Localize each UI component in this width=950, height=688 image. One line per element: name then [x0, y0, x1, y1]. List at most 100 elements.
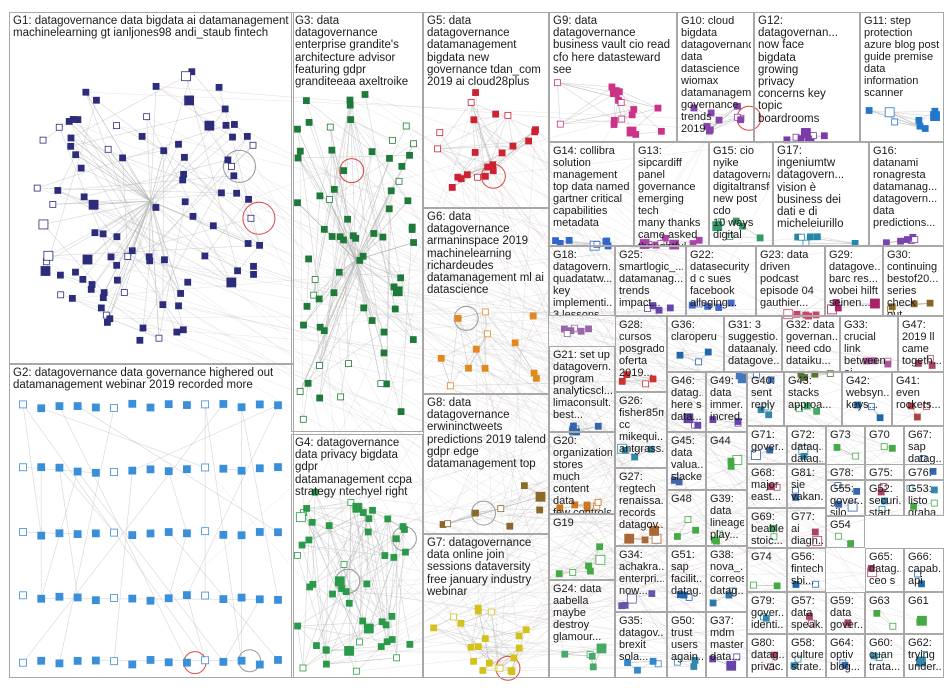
group-g64: G64: optiv blog... [826, 634, 865, 678]
group-label-g5: G5: data datagovernance datamanagement b… [427, 15, 541, 89]
graph-node[interactable] [563, 330, 571, 338]
group-g14: G14: collibra solution management top da… [549, 142, 634, 246]
group-label-g37: G37: mdm master data... [710, 615, 744, 663]
group-label-g76: G76: data take... [908, 467, 932, 479]
group-label-g62: G62: trying under... [908, 637, 941, 673]
group-label-g56: G56: fintech sbi... [791, 551, 823, 587]
group-g41: G41: even rockets... [892, 372, 944, 426]
group-label-g15: G15: cio nyike datagoverna... digitaltra… [713, 145, 770, 241]
group-g39: G39: data lineage play... [706, 490, 747, 546]
group-g52: G52: securi... start... [865, 480, 904, 516]
group-label-g59: G59: data gover... [830, 595, 862, 631]
group-g16: G16: datanami ronagresta datamanag... da… [869, 142, 944, 246]
group-label-g7: G7: datagovernance data online join sess… [427, 537, 532, 598]
group-label-g43: G43: stacks approa... [788, 375, 832, 411]
group-g34: G34: achakra... enterpri... now... [615, 546, 667, 612]
group-g8: G8: data datagovernance erwininctweets p… [423, 394, 549, 534]
group-g23: G23: data driven podcast episode 04 gaut… [756, 246, 825, 316]
group-label-g40: G40: sent reply [751, 375, 775, 411]
graph-node[interactable] [560, 325, 568, 333]
group-label-g60: G60: cuan trata... [869, 637, 901, 673]
group-g29: G29: datagove... barc res... wobei hilft… [825, 246, 883, 316]
group-g72: G72: dataq... datag... [787, 426, 826, 464]
group-label-g54: G54 [830, 519, 851, 531]
group-g58: G58: culture strate... [787, 634, 826, 678]
group-label-g77: G77: ai diagn... incre... [791, 511, 823, 547]
group-g49: G49: data immer... incred... [706, 372, 747, 432]
group-g2: G2: datagovernance data governance highe… [9, 364, 294, 678]
group-g18: G18: datagovern... quadatatw... key impl… [549, 246, 615, 316]
group-label-g78: G78: rule barc... [830, 467, 854, 479]
group-g51: G51: sap facilit... datag... [667, 546, 706, 612]
edge [570, 330, 582, 332]
group-g75: G75: 2019 [865, 464, 904, 480]
group-label-g13: G13: sipcardiff panel governance emergin… [638, 145, 701, 245]
group-label-g35: G35: datagov... brexit sola... [619, 615, 664, 663]
group-label-g49: G49: data immer... incred... [710, 375, 744, 423]
group-g43: G43: stacks approa... [784, 372, 842, 426]
group-label-g38: G38: nova_... correos datag... [710, 549, 744, 597]
group-g38: G38: nova_... correos datag... [706, 546, 747, 612]
group-label-g34: G34: achakra... enterpri... now... [619, 549, 664, 597]
group-g27: G27: regtech renaissa... records datagov… [615, 468, 667, 546]
group-label-g66: G66: capab... api [908, 551, 941, 587]
graph-node[interactable] [577, 327, 585, 335]
group-g12: G12: datagovernan... now face bigdata gr… [754, 12, 860, 142]
group-label-g46: G46: datag... here s data... [671, 375, 703, 423]
group-label-g65: G65: datag... ceo s [869, 551, 901, 587]
group-g31: G31: 3 suggestio... dataanaly... datagov… [724, 316, 782, 372]
group-label-g81: G81: sie vakan... [791, 467, 823, 503]
group-g21: G21: set up datagovern... program analyt… [549, 346, 615, 432]
group-label-g8: G8: data datagovernance erwininctweets p… [427, 397, 546, 471]
group-label-g61: G61 [908, 595, 929, 607]
group-label-g51: G51: sap facilit... datag... [671, 549, 703, 597]
group-g54: G54 [826, 516, 865, 548]
group-g42: G42: websyn... keys... [842, 372, 892, 426]
group-g67: G67: sap datag... [904, 426, 944, 480]
group-label-g16: G16: datanami ronagresta datamanag... da… [873, 145, 938, 229]
group-g11: G11: step protection azure blog post gui… [860, 12, 944, 142]
group-g22: G22: datasecurity d c sues facebook alle… [686, 246, 756, 316]
group-label-g3: G3: data datagovernance enterprise grand… [295, 15, 409, 89]
group-label-g11: G11: step protection azure blog post gui… [864, 15, 940, 99]
group-label-g71: G71: gover... [751, 429, 784, 453]
group-g55: G55: gover... silo [826, 480, 865, 516]
edge [570, 330, 582, 332]
group-g47: G47: 2019 ll came togeth... [898, 316, 944, 372]
group-g32: G32: data governan... need cdo dataiku..… [782, 316, 840, 372]
group-label-g74: G74 [751, 551, 772, 563]
graph-node[interactable] [585, 325, 592, 333]
group-g69: G69: beable stoic... [747, 508, 787, 548]
group-g45: G45: data valua... slacke... [667, 432, 706, 490]
group-label-g18: G18: datagovern... quadatatw... key impl… [553, 249, 612, 316]
group-label-g33: G33: crucial link between ai good... [844, 319, 886, 371]
group-g77: G77: ai diagn... incre... [787, 508, 826, 548]
group-g35: G35: datagov... brexit sola... [615, 612, 667, 678]
group-label-g68: G68: major east... [751, 467, 781, 503]
group-g68: G68: major east... [747, 464, 787, 508]
group-label-g19: G19 [553, 517, 574, 529]
group-label-g44: G44 [710, 435, 731, 447]
group-label-g4: G4: datagovernance data privacy bigdata … [295, 437, 412, 498]
group-label-g55: G55: gover... silo [830, 483, 862, 516]
graph-node[interactable] [567, 327, 575, 335]
group-label-g9: G9: data datagovernance business vault c… [553, 15, 670, 76]
group-label-g73: G73 [830, 429, 851, 441]
graph-node[interactable] [570, 324, 578, 332]
group-g62: G62: trying under... [904, 634, 944, 678]
group-g25: G25: smartlogic_... datamanag... trends … [615, 246, 686, 316]
group-label-g57: G57: data speak... [791, 595, 823, 631]
group-g78: G78: rule barc... [826, 464, 865, 480]
group-g57: G57: data speak... [787, 592, 826, 634]
group-label-g48: G48 [671, 493, 692, 505]
group-label-g26: G26: fisher85m cc mikequi... antgrass... [619, 395, 664, 455]
group-label-g14: G14: collibra solution management top da… [553, 145, 630, 229]
group-label-g23: G23: data driven podcast episode 04 gaut… [760, 249, 814, 309]
group-label-g28: G28: cursos posgrado oferta 2019... [619, 319, 664, 379]
group-g15: G15: cio nyike datagoverna... digitaltra… [709, 142, 773, 246]
group-label-g22: G22: datasecurity d c sues facebook alle… [690, 249, 750, 309]
group-label-g21: G21: set up datagovern... program analyt… [553, 349, 612, 421]
edge [564, 328, 571, 331]
group-g3: G3: data datagovernance enterprise grand… [291, 12, 423, 432]
group-g17: G17: ingeniumtw datagovern... vision è b… [773, 142, 869, 246]
